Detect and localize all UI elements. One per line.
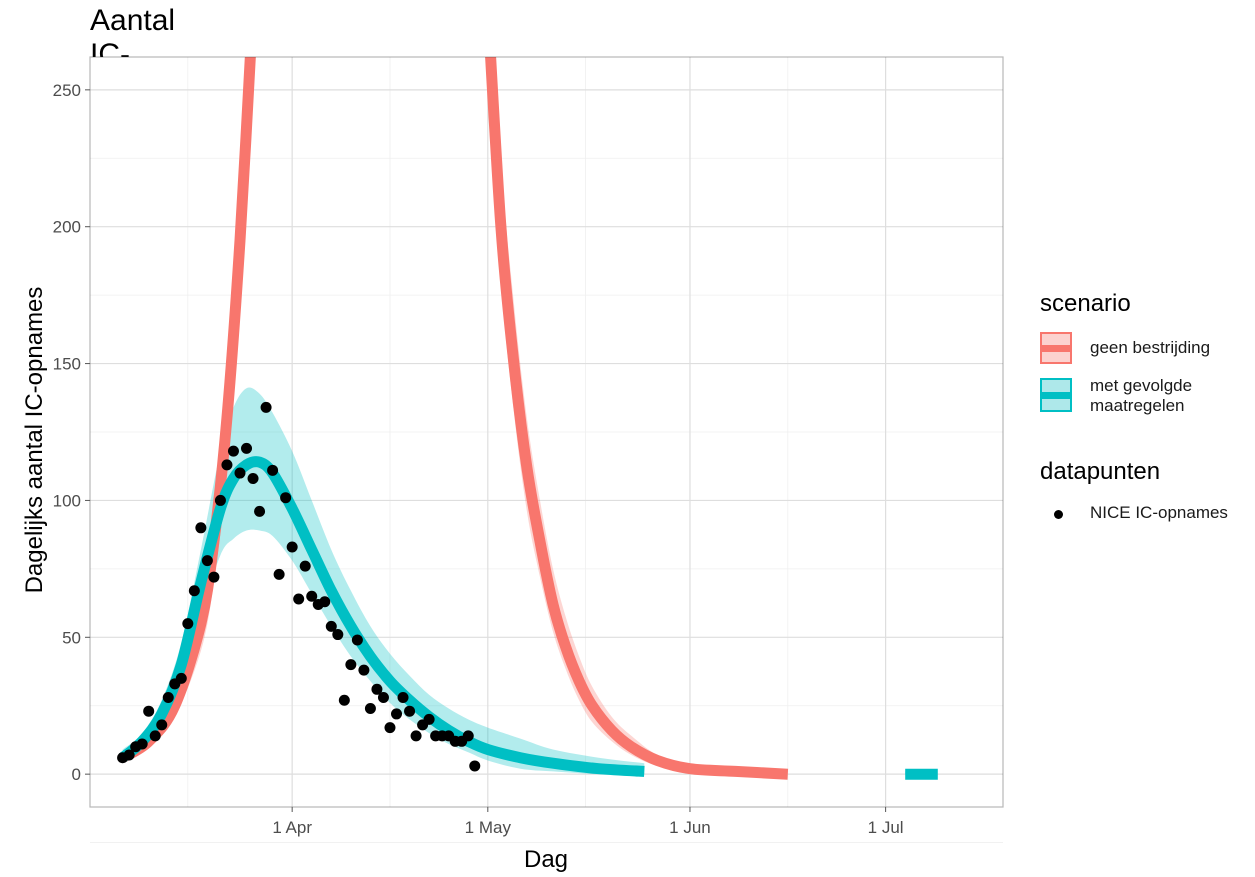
x-tick-label: 1 Jul	[868, 818, 904, 837]
x-tick-label: 1 Jun	[669, 818, 711, 837]
legend-item-met-gevolgde-maatregelen: met gevolgde maatregelen	[1040, 376, 1250, 436]
datapoint-nice-ic-opnames	[201, 555, 213, 567]
datapoint-nice-ic-opnames	[267, 464, 279, 476]
y-tick-label: 150	[53, 355, 81, 374]
plot-panel-border	[89, 56, 1004, 808]
x-tick-label: 1 May	[465, 818, 512, 837]
datapoint-nice-ic-opnames	[469, 760, 481, 772]
datapoints-layer	[117, 401, 481, 772]
datapoint-nice-ic-opnames	[214, 494, 226, 506]
datapoint-nice-ic-opnames	[273, 568, 285, 580]
legend-scenario: scenario geen bestrijding met gevolgde m…	[1040, 290, 1250, 436]
y-tick-label: 250	[53, 81, 81, 100]
legend-datapunten-title: datapunten	[1040, 458, 1161, 485]
legend-key-nice-ic-opnames	[1054, 510, 1063, 519]
datapoint-nice-ic-opnames	[123, 749, 135, 761]
datapoint-nice-ic-opnames	[227, 445, 239, 457]
legend: scenario geen bestrijding met gevolgde m…	[1040, 290, 1250, 546]
legend-key-met-gevolgde-maatregelen	[1040, 378, 1072, 412]
datapoint-nice-ic-opnames	[364, 702, 376, 714]
datapoint-nice-ic-opnames	[260, 401, 272, 413]
datapoint-nice-ic-opnames	[175, 672, 187, 684]
x-tick-label: 1 Apr	[272, 818, 312, 837]
line-met-gevolgde-maatregelen	[119, 456, 645, 777]
datapoint-nice-ic-opnames	[293, 593, 305, 605]
datapoint-nice-ic-opnames	[254, 505, 266, 517]
datapoint-nice-ic-opnames	[234, 467, 246, 479]
datapoint-nice-ic-opnames	[391, 708, 403, 720]
legend-key-geen-bestrijding	[1040, 332, 1072, 364]
datapoint-nice-ic-opnames	[351, 634, 363, 646]
datapoint-nice-ic-opnames	[397, 692, 409, 704]
legend-label-nice-ic-opnames: NICE IC-opnames	[1090, 503, 1228, 522]
datapoint-nice-ic-opnames	[345, 659, 357, 671]
datapoint-nice-ic-opnames	[332, 629, 344, 641]
x-axis-ticks: 1 Apr 1 May 1 Jun 1 Jul	[272, 807, 904, 837]
datapoint-nice-ic-opnames	[162, 692, 174, 704]
datapoint-nice-ic-opnames	[306, 590, 318, 602]
datapoint-nice-ic-opnames	[241, 442, 253, 454]
datapoint-nice-ic-opnames	[319, 596, 331, 608]
legend-label-met-gevolgde-maatregelen: met gevolgde maatregelen	[1090, 376, 1193, 415]
y-tick-label: 0	[72, 765, 81, 784]
datapoint-nice-ic-opnames	[423, 713, 435, 725]
legend-datapunten: datapunten NICE IC-opnames	[1040, 458, 1250, 546]
datapoint-nice-ic-opnames	[182, 618, 194, 630]
legend-label-geen-bestrijding: geen bestrijding	[1090, 338, 1211, 357]
legend-item-nice-ic-opnames: NICE IC-opnames	[1040, 500, 1250, 546]
datapoint-nice-ic-opnames	[410, 730, 422, 742]
datapoint-nice-ic-opnames	[371, 683, 383, 695]
x-axis-title: Dag	[523, 846, 569, 873]
minor-gridlines	[90, 57, 1003, 843]
datapoint-nice-ic-opnames	[195, 522, 207, 534]
datapoint-nice-ic-opnames	[286, 541, 298, 553]
legend-scenario-title: scenario	[1040, 290, 1131, 317]
y-tick-label: 200	[53, 218, 81, 237]
datapoint-nice-ic-opnames	[149, 730, 161, 742]
y-tick-label: 100	[53, 491, 81, 510]
datapoint-nice-ic-opnames	[156, 719, 168, 731]
line-geen-bestrijding	[485, 57, 789, 780]
datapoint-nice-ic-opnames	[136, 738, 148, 750]
y-axis-ticks: 0 50 100 150 200 250	[53, 81, 90, 784]
y-tick-label: 50	[62, 628, 81, 647]
datapoint-nice-ic-opnames	[384, 722, 396, 734]
datapoint-nice-ic-opnames	[143, 705, 155, 717]
datapoint-nice-ic-opnames	[358, 664, 370, 676]
datapoint-nice-ic-opnames	[338, 694, 350, 706]
datapoint-nice-ic-opnames	[299, 560, 311, 572]
datapoint-nice-ic-opnames	[188, 585, 200, 597]
datapoint-nice-ic-opnames	[280, 492, 292, 504]
datapoint-nice-ic-opnames	[462, 730, 474, 742]
band-met-gevolgde-maatregelen	[122, 387, 645, 775]
datapoint-nice-ic-opnames	[404, 705, 416, 717]
datapoint-nice-ic-opnames	[377, 692, 389, 704]
datapoint-nice-ic-opnames	[221, 459, 233, 471]
datapoint-nice-ic-opnames	[325, 620, 337, 632]
datapoint-nice-ic-opnames	[208, 571, 220, 583]
datapoint-nice-ic-opnames	[247, 473, 259, 485]
legend-item-geen-bestrijding: geen bestrijding	[1040, 332, 1250, 378]
